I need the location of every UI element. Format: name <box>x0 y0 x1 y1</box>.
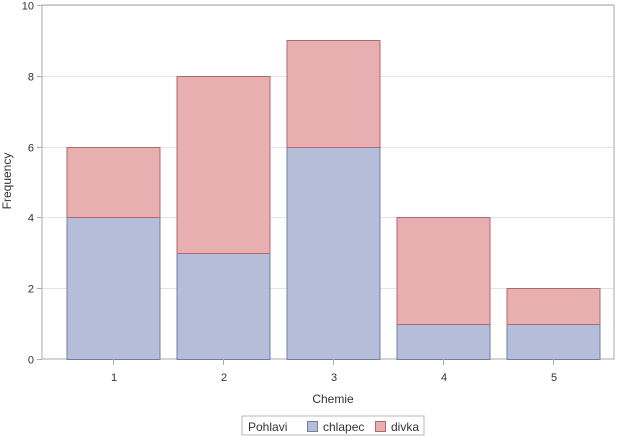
bar-divka-4 <box>396 217 491 325</box>
legend-swatch-divka <box>375 421 386 432</box>
y-tick-label-2: 2 <box>28 284 34 296</box>
bar-chlapec-5 <box>506 324 601 360</box>
bar-divka-2 <box>176 76 271 254</box>
legend: Pohlavi chlapec divka <box>241 415 425 436</box>
bar-divka-3 <box>286 40 381 148</box>
bar-chlapec-4 <box>396 324 491 360</box>
y-tick-label-8: 8 <box>28 72 34 84</box>
y-axis-title: Frequency <box>0 153 14 210</box>
y-tick-label-0: 0 <box>28 355 34 367</box>
bars <box>66 40 601 360</box>
y-tick-label-4: 4 <box>28 213 34 225</box>
y-axis: 0 2 4 6 8 10 <box>22 1 42 367</box>
x-axis-title: Chemie <box>312 392 354 406</box>
legend-label-divka: divka <box>391 420 419 434</box>
x-tick-label-1: 1 <box>111 372 117 384</box>
legend-items: chlapec divka <box>307 420 419 434</box>
y-tick-label-10: 10 <box>22 1 34 13</box>
x-tick-label-3: 3 <box>331 372 337 384</box>
bar-chlapec-3 <box>286 147 381 360</box>
x-tick-label-4: 4 <box>441 372 447 384</box>
bar-chlapec-1 <box>66 217 161 360</box>
legend-swatch-chlapec <box>307 421 318 432</box>
legend-label-chlapec: chlapec <box>323 420 364 434</box>
bar-divka-1 <box>66 147 161 218</box>
x-tick-label-2: 2 <box>221 372 227 384</box>
bar-divka-5 <box>506 288 601 325</box>
y-tick-label-6: 6 <box>28 143 34 155</box>
legend-title: Pohlavi <box>248 420 287 434</box>
x-tick-label-5: 5 <box>551 372 557 384</box>
bar-chlapec-2 <box>176 253 271 360</box>
x-axis: 1 2 3 4 5 <box>111 359 557 384</box>
